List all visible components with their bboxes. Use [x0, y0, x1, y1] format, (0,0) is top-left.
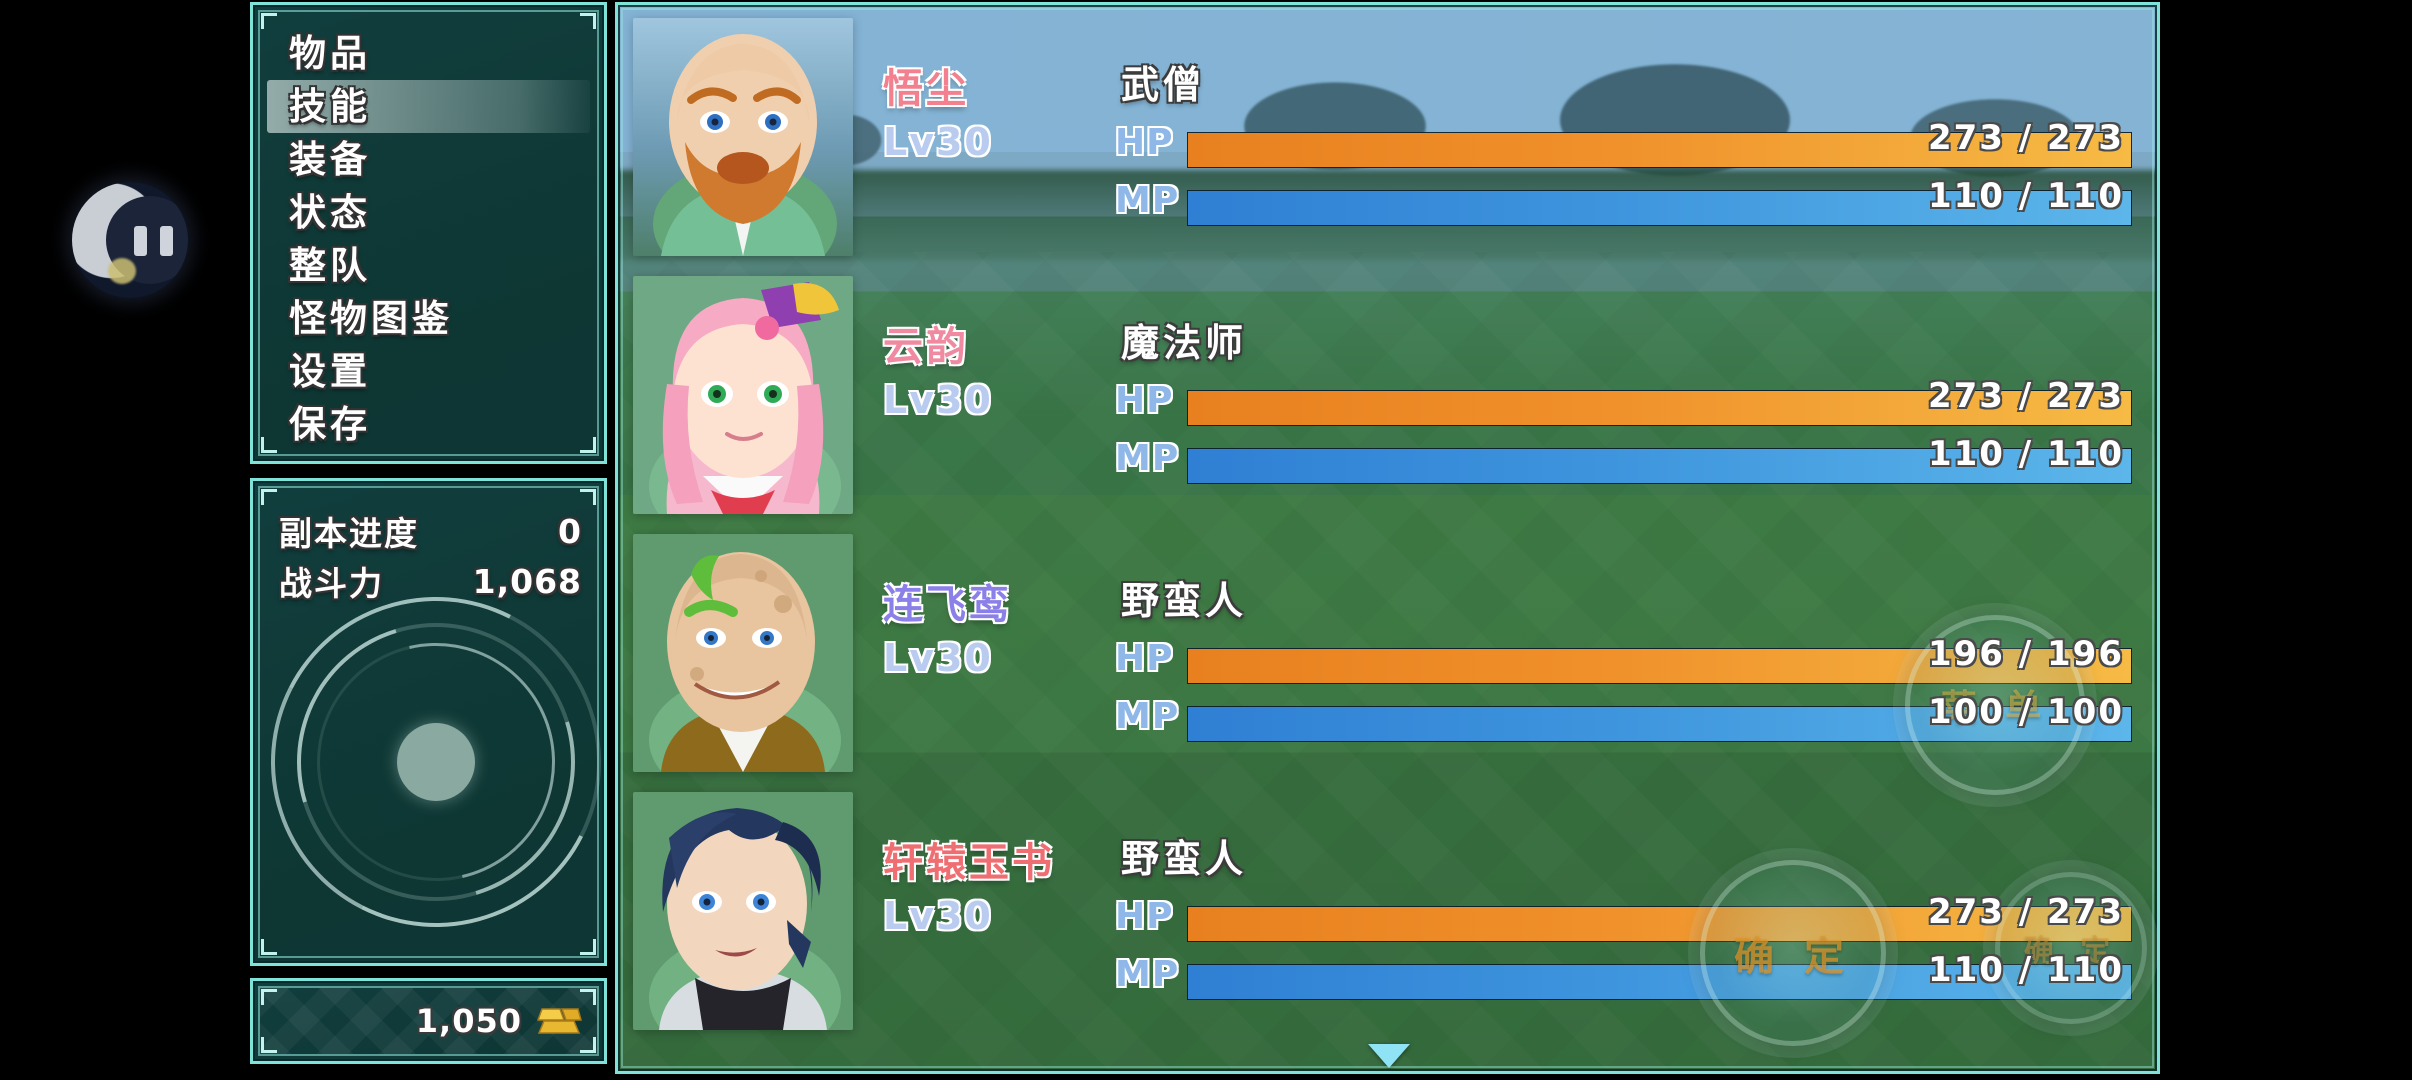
pause-bar-left — [134, 226, 147, 256]
gold-display: 1,050 — [416, 981, 584, 1061]
actor-level: Lv30 — [883, 894, 993, 938]
battle-power-row: 战斗力 1,068 — [279, 557, 582, 605]
hp-gauge-fill — [1188, 133, 2131, 167]
avatar — [633, 534, 853, 772]
mp-gauge-track — [1187, 964, 2132, 1000]
gold-amount: 1,050 — [415, 1002, 522, 1040]
avatar — [633, 792, 853, 1030]
mp-value: 110 / 110 — [1927, 950, 2124, 990]
menu-item-items[interactable]: 物品 — [289, 32, 371, 75]
actor-name: 悟尘 — [883, 66, 969, 112]
party-member-row[interactable]: 轩辕玉书 Lv30 野蛮人 HP 273 / 273 MP 110 / 110 — [615, 782, 2160, 1040]
hp-label: HP — [1115, 896, 1174, 937]
widget-accent-dot — [108, 258, 136, 284]
actor-class: 魔法师 — [1121, 321, 1248, 365]
actor-name: 连飞鸾 — [883, 582, 1012, 628]
menu-item-equipment[interactable]: 装备 — [289, 138, 371, 181]
party-member-row[interactable]: 云韵 Lv30 魔法师 HP 273 / 273 MP 110 / 110 — [615, 266, 2160, 524]
menu-item-save[interactable]: 保存 — [289, 403, 371, 446]
hp-value: 273 / 273 — [1927, 376, 2124, 416]
menu-item-skills[interactable]: 技能 — [267, 80, 590, 133]
mp-gauge-fill — [1188, 449, 2131, 483]
mp-gauge-track — [1187, 190, 2132, 226]
party-status-window: 悟尘 Lv30 武僧 HP 273 / 273 MP 110 / 110 — [615, 2, 2160, 1074]
actor-class: 武僧 — [1121, 63, 1206, 107]
dungeon-progress-row: 副本进度 0 — [279, 507, 582, 555]
hp-label: HP — [1115, 122, 1174, 163]
party-member-row[interactable]: 悟尘 Lv30 武僧 HP 273 / 273 MP 110 / 110 — [615, 8, 2160, 266]
hp-gauge-track — [1187, 906, 2132, 942]
hp-value: 273 / 273 — [1927, 118, 2124, 158]
menu-item-status[interactable]: 状态 — [289, 191, 371, 234]
actor-name: 云韵 — [883, 324, 969, 370]
mp-label: MP — [1115, 696, 1180, 737]
mp-label: MP — [1115, 438, 1180, 479]
virtual-joystick[interactable] — [228, 554, 644, 970]
actor-level: Lv30 — [883, 120, 993, 164]
battle-power-value: 1,068 — [472, 561, 582, 601]
mp-gauge-fill — [1188, 965, 2131, 999]
hp-value: 196 / 196 — [1927, 634, 2124, 674]
mp-value: 100 / 100 — [1927, 692, 2124, 732]
menu-item-settings[interactable]: 设置 — [289, 350, 371, 393]
dungeon-progress-label: 副本进度 — [279, 514, 419, 553]
frame-corner-br — [580, 939, 596, 955]
mp-value: 110 / 110 — [1927, 176, 2124, 216]
hp-value: 273 / 273 — [1927, 892, 2124, 932]
hp-label: HP — [1115, 380, 1174, 421]
actor-class: 野蛮人 — [1121, 579, 1248, 623]
hp-gauge-fill — [1188, 907, 2131, 941]
confirm-button-secondary[interactable]: 确 定 — [1995, 872, 2147, 1024]
mp-label: MP — [1115, 954, 1180, 995]
dungeon-progress-value: 0 — [558, 511, 582, 551]
command-window: 物品 技能 装备 状态 整队 怪物图鉴 设置 保存 — [250, 2, 607, 464]
scroll-down-arrow[interactable] — [1367, 1044, 1410, 1068]
joystick-knob[interactable] — [397, 723, 475, 801]
mp-value: 110 / 110 — [1927, 434, 2124, 474]
frame-corner-tr — [580, 489, 596, 505]
avatar — [633, 18, 853, 256]
mp-label: MP — [1115, 180, 1180, 221]
gold-window: 1,050 — [250, 978, 607, 1064]
avatar — [633, 276, 853, 514]
floating-assistant-widget[interactable] — [72, 182, 188, 298]
actor-level: Lv30 — [883, 378, 993, 422]
info-window: 副本进度 0 战斗力 1,068 — [228, 478, 644, 970]
actor-class: 野蛮人 — [1121, 837, 1248, 881]
left-column: 物品 技能 装备 状态 整队 怪物图鉴 设置 保存 副本进度 0 战斗力 1, — [228, 0, 644, 1080]
menu-item-bestiary[interactable]: 怪物图鉴 — [289, 297, 453, 340]
confirm-button[interactable]: 确 定 — [1700, 860, 1886, 1046]
gold-bars-icon — [534, 999, 584, 1043]
battle-power-label: 战斗力 — [279, 564, 384, 603]
actor-name: 轩辕玉书 — [883, 840, 1055, 886]
mp-gauge-fill — [1188, 191, 2131, 225]
hp-gauge-fill — [1188, 391, 2131, 425]
gold-window-pattern — [260, 988, 597, 1054]
menu-button[interactable]: 菜 单 — [1905, 615, 2085, 795]
hp-gauge-track — [1187, 390, 2132, 426]
menu-item-formation[interactable]: 整队 — [289, 244, 371, 287]
frame-corner-tl — [261, 489, 277, 505]
hp-gauge-track — [1187, 132, 2132, 168]
actor-level: Lv30 — [883, 636, 993, 680]
mp-gauge-track — [1187, 448, 2132, 484]
pause-bar-right — [160, 226, 173, 256]
frame-corner-bl — [261, 939, 277, 955]
command-list: 物品 技能 装备 状态 整队 怪物图鉴 设置 保存 — [267, 27, 590, 451]
hp-label: HP — [1115, 638, 1174, 679]
